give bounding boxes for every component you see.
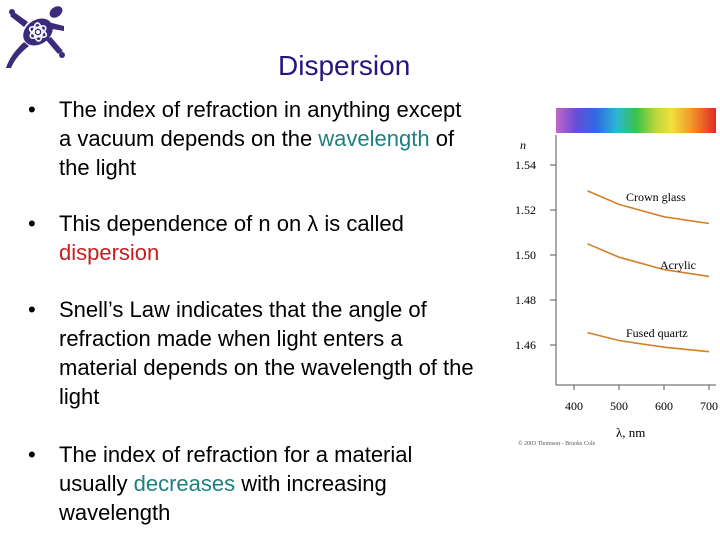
y-tick-label: 1.54 (515, 158, 536, 172)
series-label: Crown glass (626, 190, 686, 204)
x-tick-label: 600 (655, 399, 673, 413)
bullet-line: light (59, 384, 100, 409)
bullet-text: The index of refraction for a material u… (59, 440, 412, 527)
bullet-line: the light (59, 155, 137, 180)
series-line (587, 190, 710, 225)
copyright-note: © 2003 Thomson - Brooks Cole (518, 440, 596, 447)
bullet-text: Snell’s Law indicates that the angle of … (59, 295, 474, 411)
x-tick-label: 700 (700, 399, 718, 413)
emphasis-term: wavelength (318, 126, 430, 151)
slide-title: Dispersion (278, 50, 411, 81)
bullet-text: The index of refraction in anything exce… (59, 95, 461, 182)
visible-spectrum-bar (556, 108, 716, 133)
dispersion-chart: 1.54 1.52 1.50 1.48 1.46 400 500 600 700 Crown g… (515, 108, 718, 447)
series-label: Acrylic (660, 258, 696, 272)
bullet-dot: • (28, 297, 36, 322)
series-line (587, 331, 710, 353)
bullet-line: a vacuum depends on the wavelength of (59, 126, 455, 151)
bullet-line: dispersion (59, 238, 404, 267)
y-tick-label: 1.48 (515, 293, 536, 307)
x-axis-label: λ, nm (616, 425, 645, 440)
x-tick-label: 500 (610, 399, 628, 413)
y-tick-label: 1.52 (515, 203, 536, 217)
bullet-dot: • (28, 211, 36, 236)
x-tick-label: 400 (565, 399, 583, 413)
y-tick-label: 1.50 (515, 248, 536, 262)
bullet-dot: • (28, 442, 36, 467)
y-tick-label: 1.46 (515, 338, 536, 352)
bullet-text: This dependence of n on λ is called disp… (59, 209, 404, 267)
emphasis-term: decreases (133, 471, 236, 496)
bullet-line: The index of refraction for a material (59, 442, 413, 467)
chart-series: Crown glass Acrylic Fused quartz (587, 190, 710, 353)
emphasis-term: dispersion (59, 240, 160, 265)
y-axis-label: n (520, 138, 526, 152)
bullet-line: The index of refraction in anything exce… (59, 97, 462, 122)
chart-ticks: 1.54 1.52 1.50 1.48 1.46 400 500 600 700 (515, 158, 718, 413)
bullet-line: usually decreases with increasing (59, 471, 387, 496)
bullet-line: Snell’s Law indicates that the angle of (59, 297, 427, 322)
bullet-dot: • (28, 97, 36, 122)
bullet-line: This dependence of n on λ is called (59, 211, 404, 236)
gecko-logo (6, 6, 65, 68)
bullet-line: refraction made when light enters a (59, 326, 403, 351)
series-label: Fused quartz (626, 326, 688, 340)
bullet-line: material depends on the wavelength of th… (59, 355, 474, 380)
bullet-line: wavelength (59, 500, 171, 525)
chart-axes (555, 135, 716, 386)
series-line (587, 243, 710, 278)
